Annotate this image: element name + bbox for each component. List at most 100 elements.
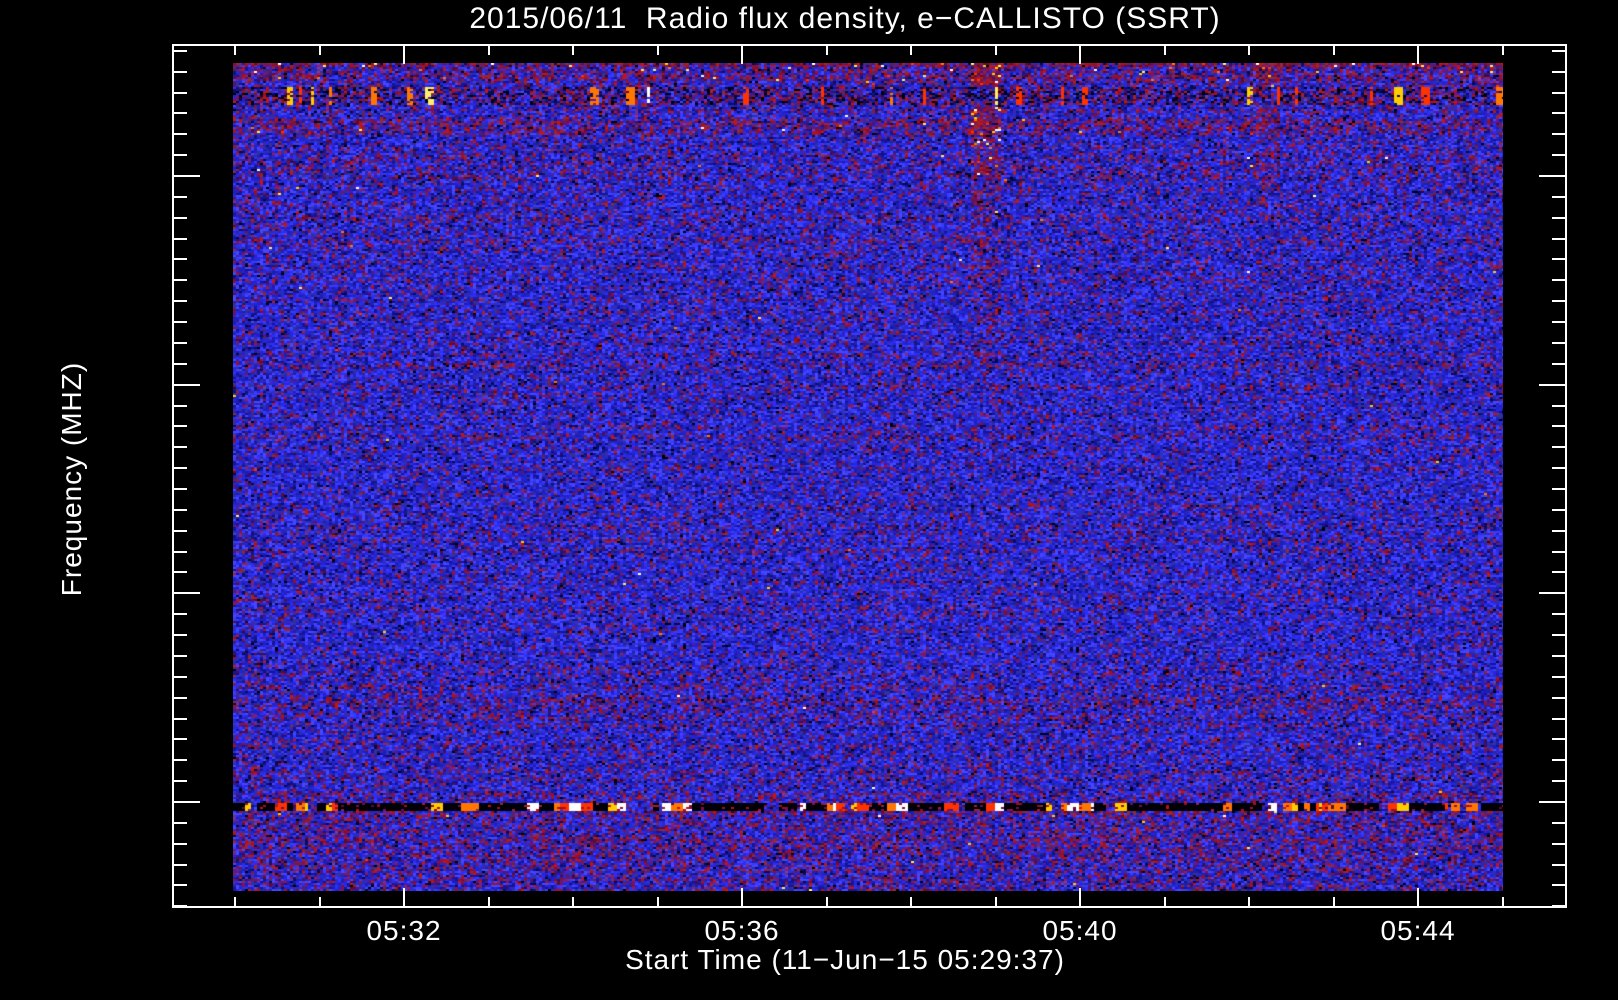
x-minor-tick [487, 897, 490, 906]
x-major-tick [1417, 46, 1419, 64]
spectrogram-image [233, 63, 1503, 891]
y-minor-tick [1552, 717, 1565, 720]
y-minor-tick [1552, 279, 1565, 282]
x-minor-tick [1163, 46, 1166, 55]
x-minor-tick [1501, 897, 1504, 906]
x-minor-tick [1248, 897, 1250, 906]
y-minor-tick [1552, 49, 1565, 52]
y-minor-tick [1552, 654, 1565, 657]
y-minor-tick [1552, 634, 1565, 637]
x-minor-tick [656, 46, 659, 55]
y-minor-tick [1552, 341, 1565, 344]
x-minor-tick [318, 46, 321, 55]
x-axis-label: Start Time (11−Jun−15 05:29:37) [625, 944, 1065, 975]
y-major-tick [1539, 801, 1565, 803]
y-minor-tick [174, 258, 187, 261]
y-minor-tick [174, 654, 187, 657]
x-major-tick [741, 888, 743, 906]
x-major-tick [1417, 888, 1419, 906]
y-minor-tick [1552, 842, 1565, 845]
y-minor-tick [1552, 780, 1565, 783]
y-minor-tick [1552, 425, 1565, 428]
chart-title: 2015/06/11 Radio flux density, e−CALLIST… [469, 2, 1221, 35]
x-minor-tick [487, 46, 490, 55]
y-minor-tick [1552, 467, 1565, 470]
y-minor-tick [174, 613, 187, 616]
x-minor-tick [572, 897, 574, 906]
y-minor-tick [174, 404, 187, 407]
x-major-tick [403, 888, 405, 906]
y-minor-tick [174, 717, 187, 720]
y-minor-tick [174, 780, 187, 783]
y-minor-tick [174, 863, 187, 866]
x-tick-label: 05:32 [366, 915, 442, 946]
y-minor-tick [1552, 404, 1565, 407]
x-major-tick [1079, 46, 1081, 64]
y-minor-tick [174, 133, 187, 136]
y-minor-tick [1552, 321, 1565, 324]
y-minor-tick [1552, 362, 1565, 365]
y-minor-tick [174, 425, 187, 428]
y-minor-tick [174, 508, 187, 511]
y-minor-tick [1552, 195, 1565, 198]
y-minor-tick [174, 884, 187, 887]
y-minor-tick [174, 571, 187, 574]
y-minor-tick [1552, 571, 1565, 574]
y-minor-tick [1552, 905, 1565, 908]
y-major-tick [1539, 383, 1565, 386]
y-minor-tick [174, 112, 187, 115]
y-minor-tick [174, 321, 187, 324]
y-minor-tick [1552, 675, 1565, 678]
y-minor-tick [1552, 446, 1565, 449]
x-minor-tick [318, 897, 321, 906]
y-minor-tick [174, 634, 187, 637]
y-minor-tick [174, 675, 187, 678]
x-minor-tick [1248, 46, 1250, 55]
y-minor-tick [1552, 613, 1565, 616]
y-minor-tick [174, 529, 187, 532]
y-major-tick [174, 592, 200, 595]
x-minor-tick [910, 46, 912, 55]
y-minor-tick [174, 341, 187, 344]
y-major-tick [1539, 592, 1565, 595]
y-minor-tick [174, 362, 187, 365]
x-tick-label: 05:40 [1042, 915, 1118, 946]
y-minor-tick [174, 488, 187, 490]
y-major-tick [174, 383, 200, 386]
y-minor-tick [174, 759, 187, 762]
y-minor-tick [1552, 759, 1565, 762]
y-minor-tick [1552, 216, 1565, 219]
x-minor-tick [234, 46, 236, 55]
y-minor-tick [1552, 529, 1565, 532]
y-minor-tick [174, 467, 187, 470]
y-minor-tick [174, 300, 187, 303]
x-minor-tick [656, 897, 659, 906]
y-minor-tick [1552, 696, 1565, 699]
x-minor-tick [1332, 897, 1335, 906]
x-tick-label: 05:44 [1380, 915, 1456, 946]
y-minor-tick [174, 154, 187, 157]
y-minor-tick [1552, 258, 1565, 261]
y-minor-tick [1552, 884, 1565, 887]
y-minor-tick [1552, 112, 1565, 115]
y-minor-tick [174, 550, 187, 553]
x-major-tick [1079, 888, 1081, 906]
y-minor-tick [1552, 133, 1565, 136]
x-minor-tick [1501, 46, 1504, 55]
x-minor-tick [1163, 897, 1166, 906]
y-minor-tick [174, 91, 187, 94]
y-major-tick [1539, 175, 1565, 177]
y-minor-tick [174, 821, 187, 824]
y-minor-tick [1552, 821, 1565, 824]
y-minor-tick [1552, 154, 1565, 157]
x-minor-tick [825, 897, 828, 906]
x-minor-tick [994, 897, 997, 906]
y-minor-tick [174, 195, 187, 198]
x-minor-tick [572, 46, 574, 55]
x-major-tick [403, 46, 405, 64]
x-major-tick [741, 46, 743, 64]
x-minor-tick [994, 46, 997, 55]
y-minor-tick [174, 70, 187, 73]
y-minor-tick [1552, 237, 1565, 240]
x-minor-tick [825, 46, 828, 55]
